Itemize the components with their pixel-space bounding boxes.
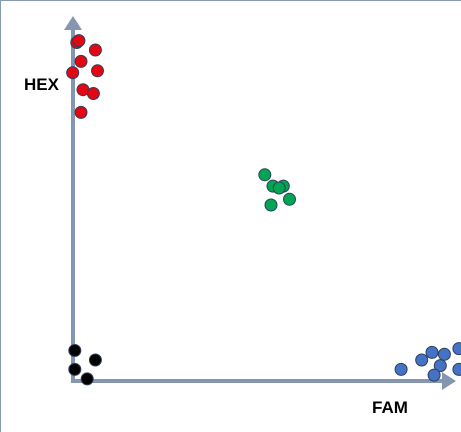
x-axis-title: FAM — [372, 398, 408, 417]
data-point-series-2-6 — [264, 198, 278, 212]
data-points — [66, 34, 461, 386]
data-point-series-3-3 — [68, 362, 82, 376]
data-point-series-1-5 — [91, 64, 104, 78]
data-point-series-2-1 — [258, 168, 272, 182]
data-point-series-4-6 — [433, 359, 447, 373]
axes — [64, 16, 456, 390]
data-point-series-1-2 — [72, 34, 86, 48]
data-point-series-4-4 — [437, 347, 451, 361]
data-point-series-1-3 — [88, 43, 102, 57]
data-point-series-2-5 — [283, 192, 296, 206]
x-axis-arrow — [442, 372, 456, 390]
data-point-series-4-7 — [452, 362, 461, 376]
data-point-series-1-6 — [66, 66, 80, 80]
data-point-series-2-4 — [272, 181, 286, 195]
data-point-series-1-9 — [74, 105, 88, 119]
data-point-series-4-2 — [415, 353, 429, 367]
data-point-series-4-1 — [394, 362, 408, 376]
data-point-series-1-8 — [86, 87, 100, 100]
y-axis-arrow — [64, 16, 82, 30]
data-point-series-4-3 — [425, 345, 439, 359]
data-point-series-4-8 — [427, 368, 441, 382]
data-point-series-4-5 — [452, 342, 461, 356]
data-point-series-3-4 — [80, 372, 94, 386]
data-point-series-1-4 — [74, 54, 88, 68]
y-axis-title: HEX — [24, 75, 60, 94]
data-point-series-3-2 — [88, 353, 102, 367]
data-point-series-3-1 — [68, 344, 82, 357]
